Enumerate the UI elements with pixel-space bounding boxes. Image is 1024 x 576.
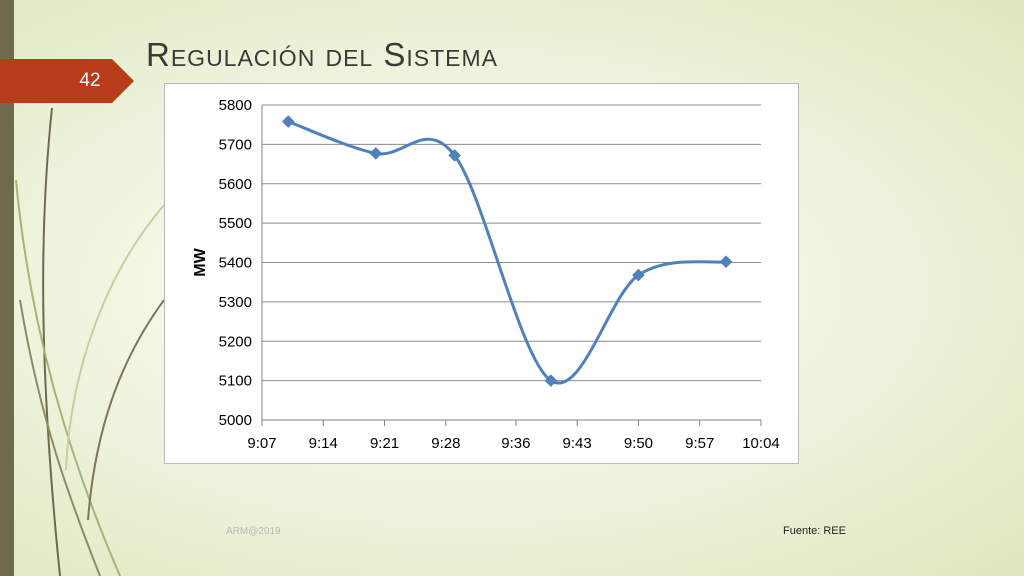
- x-tick-label: 9:57: [685, 435, 714, 452]
- footer-copyright: ARM@2019: [226, 526, 281, 537]
- footer-source: Fuente: REE: [783, 525, 846, 537]
- x-tick-label: 9:50: [624, 435, 653, 452]
- y-tick-label: 5000: [219, 412, 252, 429]
- decorative-arrows: [15, 107, 165, 576]
- y-tick-label: 5300: [219, 294, 252, 311]
- data-point-marker: [632, 268, 645, 282]
- slide-title: Regulación del Sistema: [146, 36, 499, 73]
- x-tick-label: 9:36: [501, 435, 530, 452]
- sidebar-stripe: [0, 0, 14, 576]
- x-tick-label: 9:21: [370, 435, 399, 452]
- data-point-marker: [281, 115, 295, 128]
- x-tick-label: 9:43: [563, 435, 592, 452]
- y-tick-label: 5600: [219, 176, 252, 193]
- y-tick-label: 5500: [219, 215, 252, 232]
- y-tick-label: 5700: [219, 136, 252, 153]
- x-tick-label: 9:14: [309, 435, 338, 452]
- series-line: [287, 120, 727, 385]
- data-point-marker: [544, 374, 558, 387]
- x-tick-label: 10:04: [742, 435, 780, 452]
- y-tick-label: 5200: [219, 333, 252, 350]
- chart-canvas: 5000 5100 5200 5300 5400 5500 5600 5700 5800 9:07…: [192, 97, 780, 452]
- x-tick-label: 9:07: [247, 435, 276, 452]
- slide-number: 42: [79, 70, 101, 91]
- y-tick-label: 5100: [219, 373, 252, 390]
- line-chart: 5000 5100 5200 5300 5400 5500 5600 5700 5800 9:07…: [164, 83, 799, 464]
- data-point-marker: [448, 149, 461, 162]
- data-point-marker: [369, 147, 383, 160]
- x-tick-label: 9:28: [431, 435, 460, 452]
- chart-labels: 5000 5100 5200 5300 5400 5500 5600 5700 5800 9:07…: [192, 97, 780, 452]
- y-axis-label: MW: [192, 247, 209, 276]
- chart-axes: [261, 105, 762, 426]
- slide-number-tab: 42: [0, 59, 134, 103]
- data-point-marker: [719, 255, 733, 269]
- y-tick-label: 5400: [219, 255, 252, 272]
- chart-series: [281, 115, 733, 387]
- y-tick-label: 5800: [219, 97, 252, 114]
